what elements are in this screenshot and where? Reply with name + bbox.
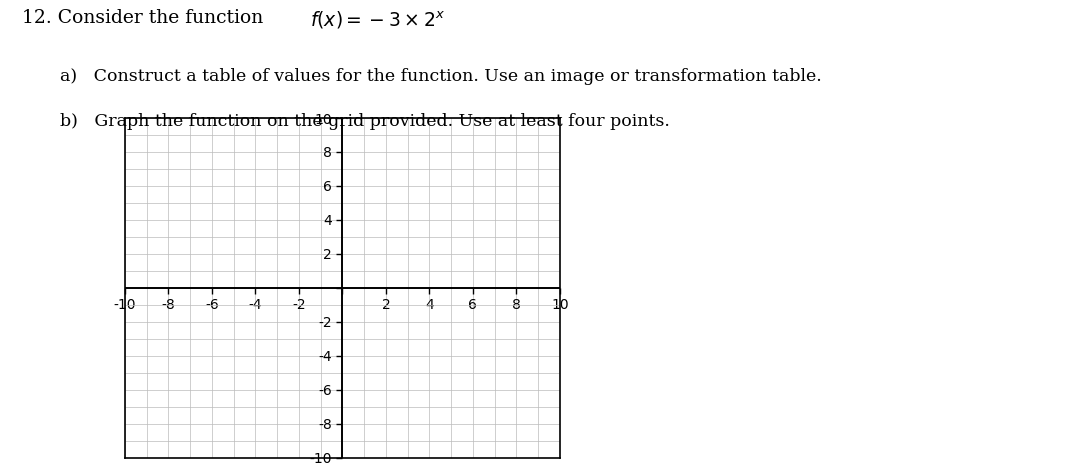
Text: $f(x) = -3 \times 2^{x}$: $f(x) = -3 \times 2^{x}$ — [310, 9, 445, 31]
Text: a)   Construct a table of values for the function. Use an image or transformatio: a) Construct a table of values for the f… — [60, 68, 822, 85]
Text: 12. Consider the function: 12. Consider the function — [22, 9, 268, 27]
Text: b)   Graph the function on the grid provided. Use at least four points.: b) Graph the function on the grid provid… — [60, 113, 670, 130]
